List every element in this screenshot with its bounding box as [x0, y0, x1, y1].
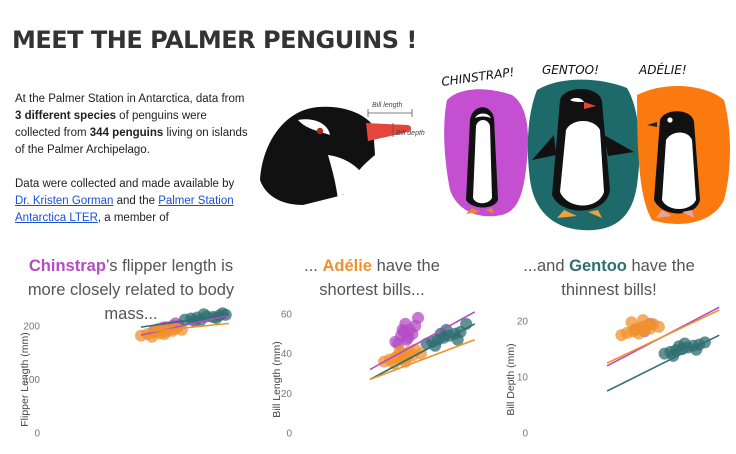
trend-line-adelie: [606, 309, 720, 364]
y-axis-label: Bill Depth (mm): [505, 343, 517, 415]
trend-line-chinstrap: [369, 311, 476, 371]
bill: [366, 123, 411, 141]
y-axis-label: Flipper Length (mm): [19, 332, 31, 427]
species-illustration: CHINSTRAP! GENTOO! ADÉLIE!: [442, 62, 730, 231]
data-point-chinstrap: [412, 311, 425, 324]
data-point-gentoo: [672, 340, 685, 353]
trend-line-adelie: [140, 322, 229, 334]
y-tick-label: 20: [517, 317, 529, 328]
y-tick-label: 20: [281, 389, 293, 400]
bill-depth-chart: Bill Depth (mm) 0 10 20: [505, 306, 720, 440]
caption-gentoo-species: Gentoo: [569, 257, 627, 275]
y-tick-label: 0: [522, 429, 528, 440]
bill-length-label: Bill length: [372, 102, 402, 109]
trend-line-gentoo: [369, 323, 476, 381]
palmer-lter-link[interactable]: Palmer Station Antarctica LTER: [15, 195, 234, 224]
flipper-length-chart: Flipper Length (mm)0 100 200: [19, 307, 232, 440]
y-tick-label: 0: [34, 429, 40, 440]
caption-adelie-species: Adélie: [322, 257, 372, 275]
data-point-gentoo: [690, 343, 703, 356]
trend-line-chinstrap: [140, 314, 230, 336]
data-point-adelie: [652, 320, 665, 333]
penguin-head-illustration: Bill length Bill depth: [260, 102, 425, 205]
gentoo-label: GENTOO!: [542, 63, 599, 77]
adelie-penguin: [647, 111, 700, 218]
cheek-white: [328, 155, 366, 200]
caption-chinstrap-species: Chinstrap: [28, 257, 106, 275]
data-point-adelie: [625, 316, 638, 329]
chinstrap-penguin: [466, 107, 498, 214]
eye: [316, 127, 324, 135]
adelie-label: ADÉLIE!: [638, 62, 687, 77]
y-tick-label: 0: [286, 429, 292, 440]
caption-adelie: ... Adélie have the shortest bills...: [304, 257, 440, 299]
y-tick-label: 100: [23, 375, 40, 386]
data-point-chinstrap: [396, 323, 409, 336]
trend-line-gentoo: [606, 334, 720, 392]
trend-line-gentoo: [140, 313, 230, 328]
chinstrap-label: CHINSTRAP!: [442, 65, 515, 89]
y-tick-label: 10: [517, 373, 529, 384]
data-point-adelie: [637, 314, 650, 327]
data-point-gentoo: [434, 327, 447, 340]
bill-length-chart: Bill Length (mm) 0 20 40 60: [271, 309, 476, 440]
intro-paragraph-2: Data were collected and made available b…: [15, 178, 235, 224]
caption-chinstrap: Chinstrap’s flipper length is more close…: [27, 257, 235, 323]
page-title: MEET THE PALMER PENGUINS !: [12, 26, 417, 54]
bill-depth-label: Bill depth: [396, 130, 425, 137]
trend-line-adelie: [369, 339, 475, 381]
data-point-gentoo: [451, 333, 464, 346]
y-tick-label: 60: [281, 309, 293, 320]
gentoo-penguin: [532, 88, 634, 218]
y-tick-label: 40: [281, 349, 293, 360]
intro-paragraph-1: At the Palmer Station in Antarctica, dat…: [15, 93, 248, 156]
intro-text: At the Palmer Station in Antarctica, dat…: [15, 91, 251, 233]
caption-gentoo: ...and Gentoo have the thinnest bills!: [523, 257, 695, 299]
y-axis-label: Bill Length (mm): [271, 341, 283, 417]
data-point-adelie: [388, 357, 400, 370]
y-tick-label: 200: [23, 322, 40, 333]
kristen-gorman-link[interactable]: Dr. Kristen Gorman: [15, 195, 114, 207]
